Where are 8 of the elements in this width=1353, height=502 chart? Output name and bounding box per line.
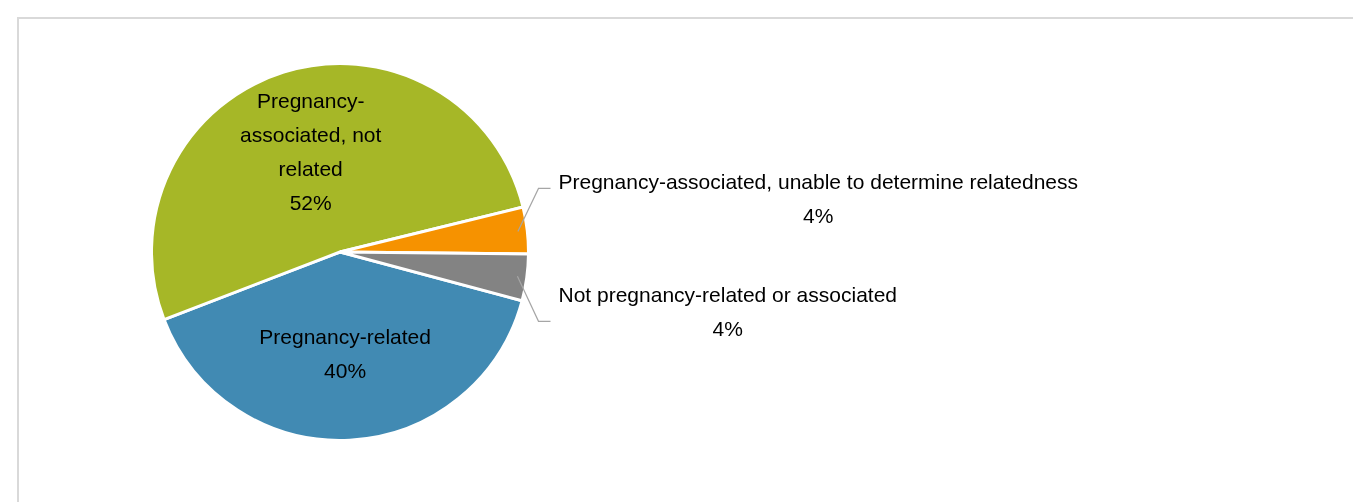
slice-label: Not pregnancy-related or associated [558, 283, 898, 307]
data-label: 4% [803, 204, 834, 228]
data-label: 40% [324, 359, 367, 383]
data-label: 4% [712, 317, 743, 341]
slice-label: Pregnancy-related [259, 325, 431, 349]
slice-label: Pregnancy-associated, not related [240, 88, 382, 180]
slice-label: Pregnancy-associated, unable to determine relatedness [558, 170, 1078, 194]
data-label: 52% [289, 190, 332, 214]
